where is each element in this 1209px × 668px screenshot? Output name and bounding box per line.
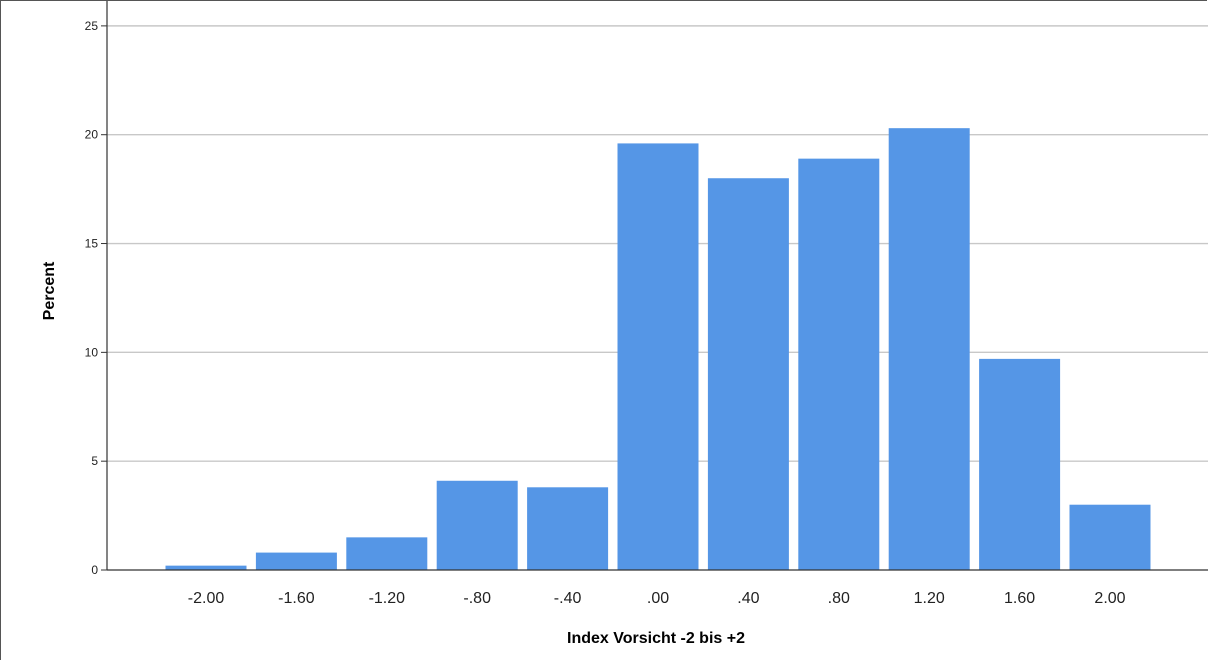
x-axis-title: Index Vorsicht -2 bis +2	[567, 630, 745, 647]
y-tick-label: 20	[85, 128, 99, 142]
x-tick-label: .00	[647, 590, 669, 607]
y-tick-label: 10	[85, 345, 99, 359]
axes	[106, 1, 1208, 571]
bar	[255, 552, 337, 570]
y-axis-title: Percent	[41, 261, 58, 320]
x-tick-label: -1.20	[369, 590, 406, 607]
y-tick-labels: 0 5 10 15 20 25	[85, 19, 107, 577]
x-tick-label: 1.20	[914, 590, 945, 607]
bars	[165, 128, 1151, 571]
bar	[165, 565, 247, 570]
x-tick-label: 2.00	[1094, 590, 1125, 607]
y-tick-label: 25	[85, 19, 99, 33]
x-tick-label: 1.60	[1004, 590, 1035, 607]
bar	[436, 480, 518, 570]
bar	[1069, 504, 1151, 570]
y-tick-label: 15	[85, 237, 99, 251]
x-tick-label: .80	[828, 590, 850, 607]
y-tick-label: 0	[91, 563, 98, 577]
x-tick-label: -.80	[463, 590, 491, 607]
y-tick-label: 5	[91, 454, 98, 468]
x-tick-labels: -2.00 -1.60 -1.20 -.80 -.40 .00 .40 .80 1.20 1.60…	[188, 590, 1126, 607]
bar	[617, 143, 699, 571]
x-tick-label: -2.00	[188, 590, 225, 607]
bar	[798, 158, 880, 570]
bar	[527, 487, 609, 570]
bar	[346, 537, 428, 570]
bar	[979, 358, 1061, 570]
x-tick-label: -.40	[554, 590, 582, 607]
bar	[707, 178, 789, 570]
x-tick-label: -1.60	[278, 590, 315, 607]
x-tick-label: .40	[737, 590, 759, 607]
bar	[888, 128, 970, 571]
